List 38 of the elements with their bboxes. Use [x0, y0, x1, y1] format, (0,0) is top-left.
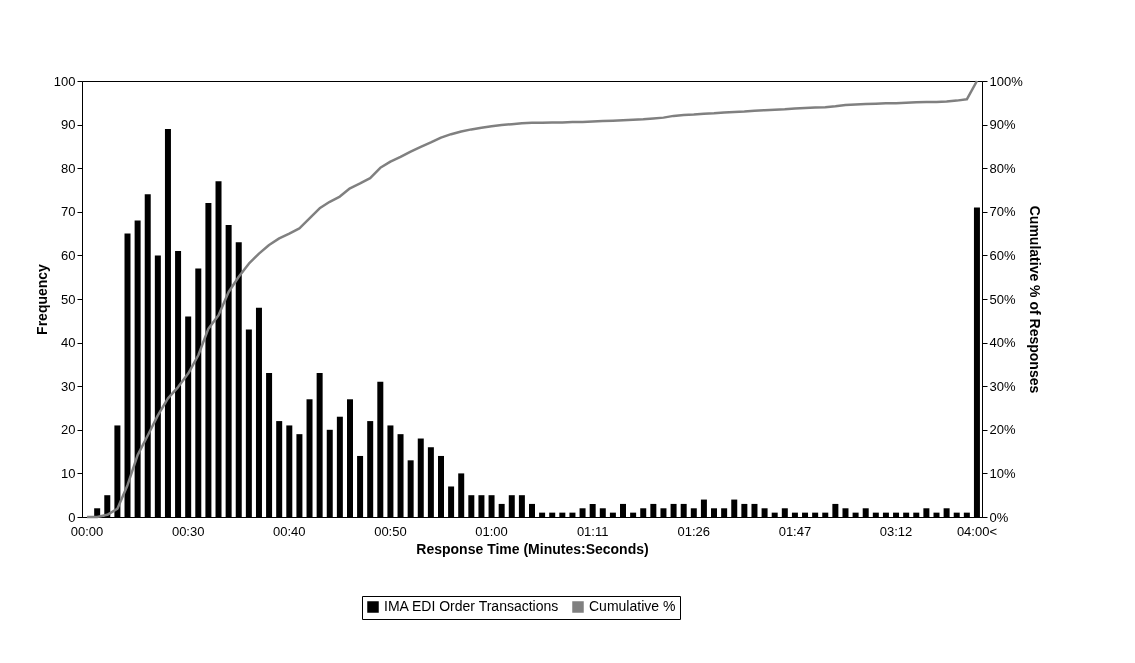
y-tick-label: 20 [61, 422, 76, 438]
y2-tick-label: 90% [989, 117, 1016, 133]
y2-tick-label: 40% [989, 335, 1016, 351]
x-tick-label: 01:00 [475, 523, 508, 539]
x-tick-label: 03:12 [879, 523, 913, 539]
y-tick-label: 70 [61, 204, 76, 220]
y2-tick-label: 60% [989, 247, 1016, 263]
y-tick-label: 10 [61, 465, 76, 481]
y2-tick-label: 10% [989, 465, 1016, 481]
y-tick-label: 100 [53, 73, 76, 89]
y-tick-label: 50 [61, 291, 76, 307]
x-axis-title: Response Time (Minutes:Seconds) [416, 540, 649, 557]
x-tick-label: 01:47 [778, 523, 812, 539]
x-tick-label: 00:30 [171, 523, 205, 539]
y-axis-title: Frequency [33, 263, 50, 335]
x-tick-label: 00:40 [273, 523, 306, 539]
y-tick-label: 60 [61, 247, 76, 263]
y2-tick-label: 30% [989, 378, 1016, 394]
y2-axis-title: Cumulative % of Responses [1026, 205, 1043, 394]
x-tick-label: 01:26 [677, 523, 711, 539]
x-tick-label: 00:50 [374, 523, 407, 539]
y2-tick-label: 50% [989, 291, 1016, 307]
legend-label: IMA EDI Order Transactions [384, 598, 559, 614]
y2-tick-label: 20% [989, 422, 1016, 438]
y2-tick-label: 0% [989, 509, 1009, 525]
y-tick-label: 90 [61, 117, 76, 133]
line-series [85, 79, 979, 519]
x-tick-label: 04:00< [956, 523, 998, 539]
x-tick-label: 01:11 [576, 523, 609, 539]
legend-label: Cumulative % [589, 598, 676, 614]
y-tick-label: 40 [61, 335, 76, 351]
y-tick-label: 0 [68, 509, 76, 525]
y2-tick-label: 100% [989, 73, 1024, 89]
x-tick-label: 00:00 [70, 523, 104, 539]
y2-tick-label: 70% [989, 204, 1016, 220]
y2-tick-label: 80% [989, 160, 1016, 176]
y-tick-label: 30 [61, 378, 76, 394]
y-tick-label: 80 [61, 160, 76, 176]
